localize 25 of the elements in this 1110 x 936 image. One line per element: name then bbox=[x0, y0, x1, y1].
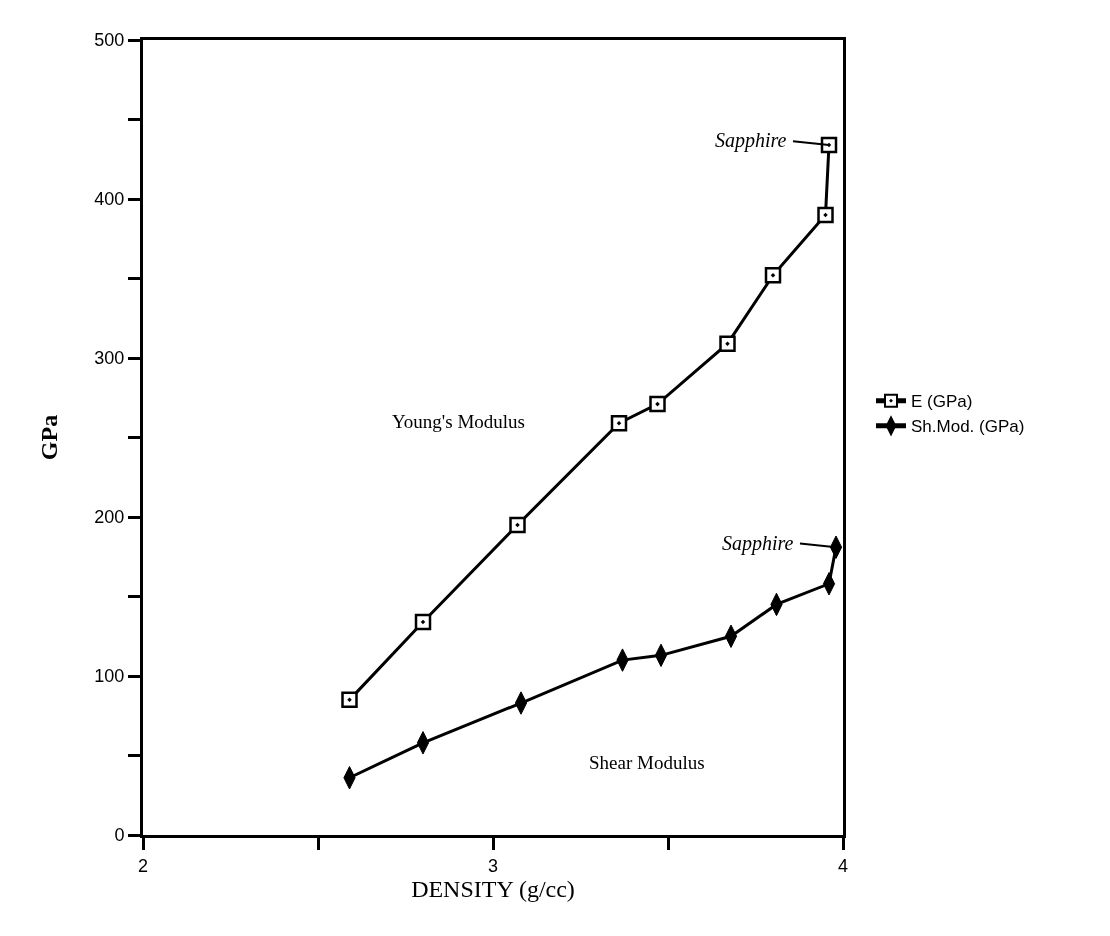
annotation: Young's Modulus bbox=[392, 411, 525, 432]
point bbox=[414, 613, 432, 631]
point bbox=[719, 335, 736, 352]
x-tick-label: 2 bbox=[137, 855, 149, 876]
legend-label: Sh.Mod. (GPa) bbox=[911, 417, 1025, 437]
point bbox=[649, 395, 666, 413]
annotation: Sapphire bbox=[722, 532, 794, 555]
point bbox=[341, 691, 358, 709]
point bbox=[610, 414, 628, 432]
point bbox=[764, 267, 782, 284]
annotation: Shear Modulus bbox=[589, 752, 705, 773]
point bbox=[817, 206, 834, 224]
x-axis-title: DENSITY (g/cc) bbox=[411, 875, 575, 902]
y-tick-label: 400 bbox=[94, 189, 125, 210]
annotation: Sapphire bbox=[715, 129, 787, 152]
y-axis-title: GPa bbox=[36, 414, 63, 461]
y-tick-label: 500 bbox=[94, 30, 125, 51]
legend-label: E (GPa) bbox=[911, 392, 973, 412]
x-tick-label: 4 bbox=[837, 855, 849, 876]
point bbox=[509, 516, 526, 534]
x-tick-label: 3 bbox=[487, 855, 499, 876]
y-tick-label: 100 bbox=[94, 666, 125, 687]
y-tick-label: 200 bbox=[94, 507, 125, 528]
y-tick-label: 300 bbox=[94, 348, 125, 369]
y-tick-label: 0 bbox=[114, 825, 125, 846]
